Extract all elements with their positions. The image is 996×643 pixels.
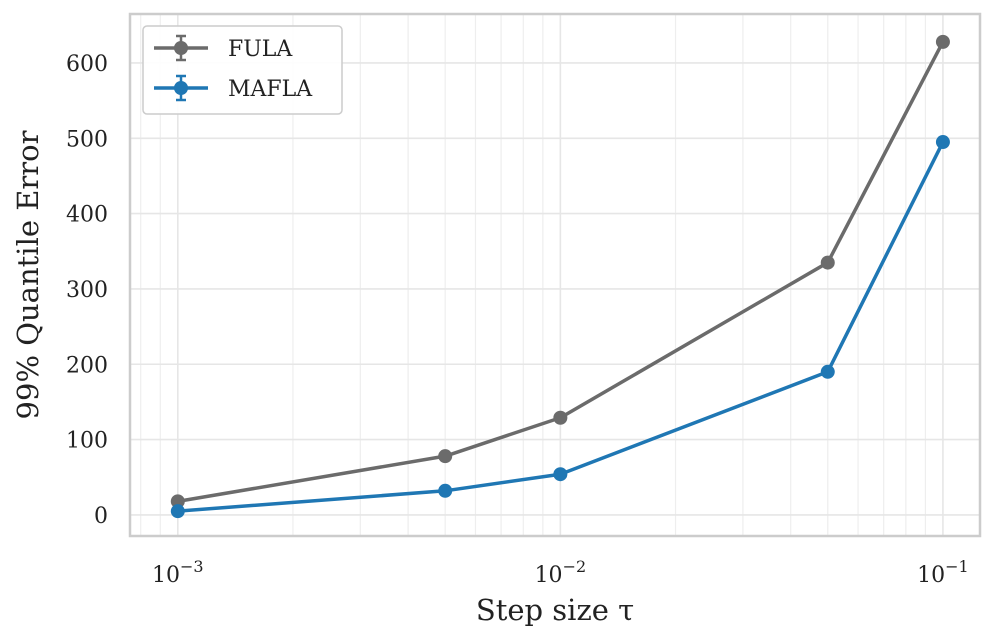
y-axis-label: 99% Quantile Error [11, 130, 45, 419]
data-point-mafla [820, 364, 835, 379]
y-tick-label: 500 [66, 127, 108, 152]
plot-frame [128, 12, 982, 538]
y-tick-label: 600 [66, 52, 108, 77]
y-tick-labels: 0 100 200 300 400 500 600 [66, 52, 108, 529]
data-point-mafla [935, 135, 950, 150]
legend-label-mafla: MAFLA [228, 77, 313, 102]
data-point-fula [170, 494, 185, 509]
x-tick-label: 10−3 [152, 557, 204, 588]
data-point-mafla [438, 483, 453, 498]
legend-marker-mafla [174, 81, 188, 95]
y-tick-label: 100 [66, 429, 108, 454]
y-tick-label: 400 [66, 203, 108, 228]
y-tick-label: 0 [94, 504, 108, 529]
legend-entry-fula: FULA [154, 34, 293, 62]
legend: FULA MAFLA [142, 25, 343, 115]
data-point-fula [935, 34, 950, 49]
series-layer [170, 34, 950, 519]
x-tick-labels: 10−3 10−2 10−1 [152, 557, 969, 588]
x-tick-label: 10−1 [917, 557, 969, 588]
data-point-mafla [170, 504, 185, 519]
grid [130, 14, 980, 536]
data-point-fula [553, 410, 568, 425]
legend-entry-mafla: MAFLA [154, 74, 313, 102]
data-point-fula [438, 449, 453, 464]
x-axis-label: Step size τ [476, 593, 634, 627]
legend-marker-fula [174, 41, 188, 55]
data-point-mafla [553, 467, 568, 482]
x-tick-label: 10−2 [535, 557, 587, 588]
data-point-fula [820, 255, 835, 270]
y-tick-label: 200 [66, 353, 108, 378]
legend-label-fula: FULA [228, 37, 293, 62]
y-tick-label: 300 [66, 278, 108, 303]
